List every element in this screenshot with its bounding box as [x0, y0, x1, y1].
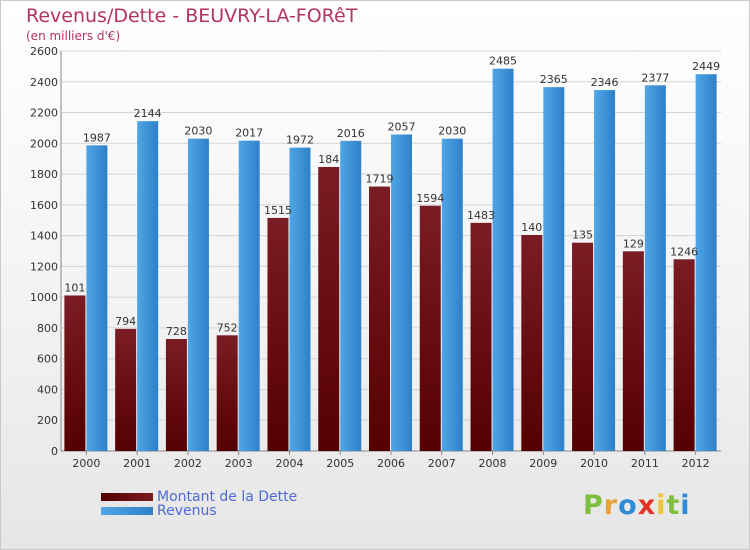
bar-revenue	[441, 138, 463, 451]
bar-revenue	[289, 147, 311, 451]
data-label-debt: 184	[318, 153, 339, 166]
data-label-revenue: 1972	[286, 134, 314, 147]
y-tick-label: 1000	[30, 291, 58, 304]
data-label-revenue: 2449	[692, 60, 720, 73]
bar-debt	[318, 167, 340, 451]
y-tick-label: 2000	[30, 137, 58, 150]
bar-revenue	[391, 134, 412, 452]
data-label-revenue: 2016	[337, 127, 365, 140]
y-tick-label: 200	[37, 414, 58, 427]
bar-debt	[369, 186, 390, 452]
bar-debt	[572, 242, 594, 451]
data-label-debt: 1594	[416, 192, 444, 205]
data-label-debt: 101	[64, 281, 85, 294]
data-label-revenue: 2485	[489, 55, 517, 68]
x-tick-label: 2008	[479, 457, 507, 470]
proxiti-logo: Proxiti	[583, 490, 691, 521]
bar-revenue	[695, 74, 717, 451]
bar-revenue	[543, 87, 565, 452]
data-label-revenue: 2030	[438, 125, 466, 138]
logo-letter: x	[637, 490, 657, 521]
bar-debt	[673, 259, 695, 451]
data-label-revenue: 2365	[540, 73, 568, 86]
legend-swatch-revenue	[101, 507, 153, 515]
y-tick-label: 2600	[30, 45, 58, 58]
y-tick-label: 1600	[30, 199, 58, 212]
bar-debt	[622, 251, 644, 451]
bar-revenue	[492, 68, 514, 451]
bar-revenue	[594, 90, 616, 452]
x-tick-label: 2009	[529, 457, 557, 470]
logo-letter: o	[618, 490, 638, 521]
x-tick-label: 2012	[682, 457, 710, 470]
data-label-debt: 140	[521, 221, 542, 234]
x-tick-label: 2001	[123, 457, 151, 470]
logo-letter: t	[666, 490, 681, 521]
legend-swatch-debt	[101, 493, 153, 501]
legend-label-debt: Montant de la Dette	[157, 489, 298, 505]
x-tick-label: 2007	[428, 457, 456, 470]
bar-debt	[267, 217, 289, 451]
bar-debt	[165, 339, 187, 451]
legend-item-debt: Montant de la Dette	[101, 489, 297, 505]
data-label-revenue: 1987	[83, 131, 111, 144]
y-tick-label: 2200	[30, 107, 58, 120]
logo-letter: i	[656, 490, 667, 521]
logo-letter: P	[583, 490, 604, 521]
data-label-revenue: 2030	[184, 125, 212, 138]
data-label-debt: 129	[623, 237, 644, 250]
bar-revenue	[187, 138, 209, 451]
y-tick-label: 2400	[30, 76, 58, 89]
y-tick-label: 1200	[30, 260, 58, 273]
bar-revenue	[644, 85, 666, 452]
chart-subtitle: (en milliers d'€)	[26, 29, 121, 43]
x-tick-label: 2003	[225, 457, 253, 470]
bar-debt	[521, 235, 543, 451]
chart-title: Revenus/Dette - BEUVRY-LA-FORêT	[26, 5, 358, 27]
y-tick-label: 1400	[30, 230, 58, 243]
bar-debt	[115, 328, 137, 451]
y-tick-label: 400	[37, 383, 58, 396]
bar-debt	[419, 205, 441, 451]
data-label-debt: 728	[166, 325, 187, 338]
x-tick-label: 2010	[580, 457, 608, 470]
y-tick-label: 1800	[30, 168, 58, 181]
legend-label-revenue: Revenus	[157, 503, 217, 519]
y-tick-label: 0	[51, 445, 58, 458]
data-label-revenue: 2346	[591, 76, 619, 89]
x-tick-label: 2002	[174, 457, 202, 470]
data-label-debt: 1483	[467, 209, 495, 222]
bar-debt	[216, 335, 238, 451]
y-tick-label: 800	[37, 322, 58, 335]
legend-item-revenue: Revenus	[101, 503, 217, 519]
x-tick-label: 2005	[326, 457, 354, 470]
bar-revenue	[238, 140, 260, 451]
bar-revenue	[86, 145, 108, 452]
data-label-revenue: 2377	[641, 71, 669, 84]
logo-letter: r	[603, 490, 619, 521]
data-label-debt: 1719	[366, 173, 394, 186]
x-tick-label: 2006	[377, 457, 405, 470]
x-tick-label: 2000	[72, 457, 100, 470]
x-tick-label: 2011	[631, 457, 659, 470]
data-label-revenue: 2017	[235, 127, 263, 140]
data-label-debt: 135	[572, 229, 593, 242]
bar-debt	[470, 222, 492, 451]
data-label-debt: 1246	[670, 245, 698, 258]
logo-letter: i	[680, 490, 691, 521]
bar-revenue	[340, 140, 362, 451]
bar-revenue	[137, 121, 159, 452]
data-label-debt: 1515	[264, 204, 292, 217]
data-label-revenue: 2057	[388, 121, 416, 134]
y-tick-label: 600	[37, 353, 58, 366]
bar-debt	[64, 295, 86, 451]
data-label-revenue: 2144	[134, 107, 162, 120]
data-label-debt: 794	[115, 315, 136, 328]
x-tick-label: 2004	[275, 457, 303, 470]
data-label-debt: 752	[217, 321, 238, 334]
